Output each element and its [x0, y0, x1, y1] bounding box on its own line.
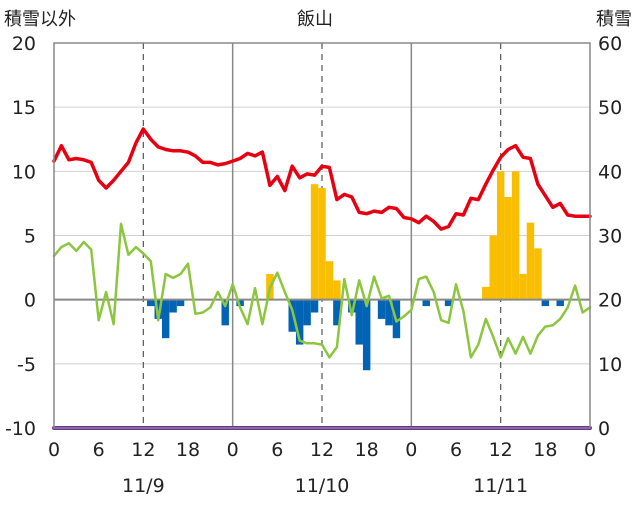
x-tick-label: 0 [227, 439, 239, 461]
snowfall-bar [489, 235, 497, 300]
x-tick-label: 0 [584, 439, 596, 461]
precipitation-bar [295, 299, 304, 345]
precipitation-bar [333, 299, 341, 326]
precipitation-bar [221, 299, 229, 326]
precipitation-bar [147, 299, 155, 307]
left-tick-label: -5 [17, 354, 36, 376]
precipitation-bar [288, 299, 296, 332]
date-label: 11/11 [473, 475, 528, 497]
snowfall-bar [325, 261, 334, 300]
precipitation-bar [541, 299, 550, 307]
x-tick-label: 18 [533, 439, 557, 461]
precipitation-bar [377, 299, 386, 319]
precipitation-bar [236, 299, 244, 307]
precipitation-bar [176, 299, 185, 307]
right-tick-label: 0 [598, 418, 610, 440]
precipitation-bar [161, 299, 170, 339]
x-tick-label: 0 [405, 439, 417, 461]
chart-title: 飯山 [297, 9, 333, 30]
x-tick-label: 18 [176, 439, 200, 461]
x-tick-label: 18 [355, 439, 379, 461]
x-tick-label: 12 [131, 439, 155, 461]
snowfall-bar [534, 248, 542, 300]
x-tick-label: 6 [271, 439, 283, 461]
date-label: 11/9 [122, 475, 165, 497]
snowfall-bar [482, 286, 490, 300]
right-tick-label: 50 [598, 97, 622, 119]
left-tick-label: -10 [5, 418, 36, 440]
precipitation-bar [355, 299, 363, 345]
snowfall-bar [310, 184, 319, 300]
green-series-line [52, 222, 592, 359]
snowfall-bar [511, 171, 520, 300]
left-tick-label: 10 [12, 161, 36, 183]
snowfall-bar [496, 171, 505, 300]
left-tick-label: 20 [12, 33, 36, 55]
right-axis-title: 積雪 [596, 9, 632, 30]
precipitation-bar [385, 299, 393, 326]
snowfall-bar [318, 188, 326, 300]
right-tick-label: 40 [598, 161, 622, 183]
x-tick-label: 6 [93, 439, 105, 461]
x-tick-label: 6 [450, 439, 462, 461]
precipitation-bar [154, 299, 162, 319]
precipitation-bar [362, 299, 371, 371]
snowfall-bar [504, 197, 512, 300]
right-tick-label: 10 [598, 354, 622, 376]
plot-frame [53, 42, 591, 429]
precipitation-bar [444, 299, 453, 307]
precipitation-bar [303, 299, 311, 326]
precipitation-bar [169, 299, 177, 313]
right-tick-label: 20 [598, 290, 622, 312]
right-tick-label: 60 [598, 33, 622, 55]
temperature-line [52, 127, 592, 231]
left-tick-label: 15 [12, 97, 36, 119]
right-tick-label: 30 [598, 226, 622, 248]
x-tick-label: 12 [489, 439, 513, 461]
precipitation-bar [422, 299, 430, 307]
x-tick-label: 0 [48, 439, 60, 461]
precipitation-bar [348, 299, 356, 313]
snowfall-bar [526, 222, 535, 300]
left-axis-title: 積雪以外 [4, 9, 76, 30]
snowfall-bar [519, 274, 527, 300]
frame [53, 42, 591, 429]
precipitation-bar [556, 299, 564, 307]
snowfall-bar [333, 280, 341, 300]
x-tick-label: 12 [310, 439, 334, 461]
left-tick-label: 5 [24, 226, 36, 248]
left-tick-label: 0 [24, 290, 36, 312]
date-label: 11/10 [295, 475, 350, 497]
precipitation-bar [310, 299, 319, 313]
